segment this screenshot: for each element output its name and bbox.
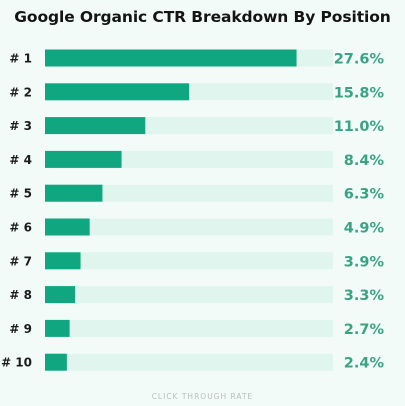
bar: [45, 252, 81, 270]
bar: [45, 184, 103, 202]
category-label: # 9: [9, 322, 32, 336]
value-label: 8.4%: [344, 153, 385, 169]
category-label: # 3: [9, 119, 32, 133]
value-label: 3.9%: [344, 254, 385, 270]
category-label: # 4: [9, 153, 32, 167]
bar-track: [45, 252, 333, 270]
value-label: 11.0%: [334, 119, 385, 135]
value-label: 3.3%: [344, 288, 385, 304]
value-label: 2.4%: [344, 356, 385, 372]
bar: [45, 218, 90, 236]
value-label: 4.9%: [344, 221, 385, 237]
bar-track: [45, 184, 333, 202]
category-label: # 8: [9, 288, 32, 302]
bar-track: [45, 353, 333, 371]
value-label: 2.7%: [344, 322, 385, 338]
value-label: 27.6%: [334, 52, 385, 68]
bar-row: # 9 2.7%: [9, 319, 385, 338]
bar-row: # 3 11.0%: [9, 117, 384, 135]
chart-title: Google Organic CTR Breakdown By Position: [14, 8, 391, 26]
bar-row: # 8 3.3%: [9, 286, 384, 304]
bar: [45, 353, 67, 371]
bar-row: # 6 4.9%: [9, 218, 385, 237]
bar-track: [45, 218, 333, 236]
bar-row: # 1 27.6%: [9, 49, 385, 68]
value-label: 6.3%: [344, 187, 385, 203]
bar: [45, 83, 189, 101]
x-axis-label: CLICK THROUGH RATE: [151, 392, 254, 401]
category-label: # 6: [9, 221, 32, 235]
bar-row: # 2 15.8%: [9, 83, 384, 101]
bar: [45, 49, 297, 67]
bar: [45, 150, 122, 168]
category-label: # 5: [9, 187, 32, 201]
bar: [45, 117, 146, 135]
category-label: # 10: [1, 356, 32, 370]
bar-track: [45, 286, 333, 304]
bar-row: # 4 8.4%: [9, 150, 385, 169]
bar-track: [45, 319, 333, 337]
bar: [45, 319, 70, 337]
category-label: # 7: [9, 254, 32, 268]
bar-row: # 5 6.3%: [9, 184, 385, 203]
bar-row: # 7 3.9%: [9, 252, 384, 270]
bar-row: # 10 2.4%: [1, 353, 385, 372]
value-label: 15.8%: [334, 85, 385, 101]
category-label: # 1: [9, 52, 32, 66]
category-label: # 2: [9, 85, 32, 99]
bar: [45, 286, 76, 304]
